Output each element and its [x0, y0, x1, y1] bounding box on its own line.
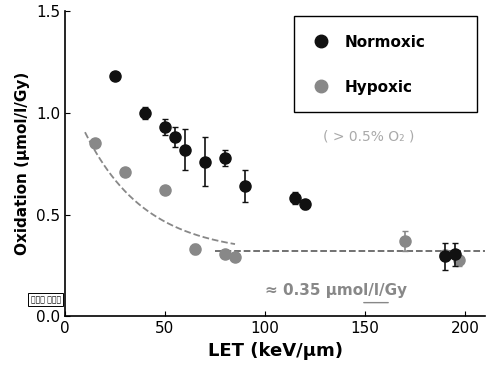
Y-axis label: Oxidation (μmol/l/Gy): Oxidation (μmol/l/Gy) — [16, 72, 30, 255]
Text: ≈ 0.35 μmol/l/Gy: ≈ 0.35 μmol/l/Gy — [265, 283, 407, 298]
Text: グラフ エリア: グラフ エリア — [30, 295, 61, 304]
Text: Normoxic: Normoxic — [344, 35, 425, 50]
Text: Hypoxic: Hypoxic — [344, 79, 412, 95]
X-axis label: LET (keV/μm): LET (keV/μm) — [208, 342, 342, 360]
FancyBboxPatch shape — [294, 15, 476, 112]
Text: ( > 0.5% O₂ ): ( > 0.5% O₂ ) — [324, 129, 414, 143]
